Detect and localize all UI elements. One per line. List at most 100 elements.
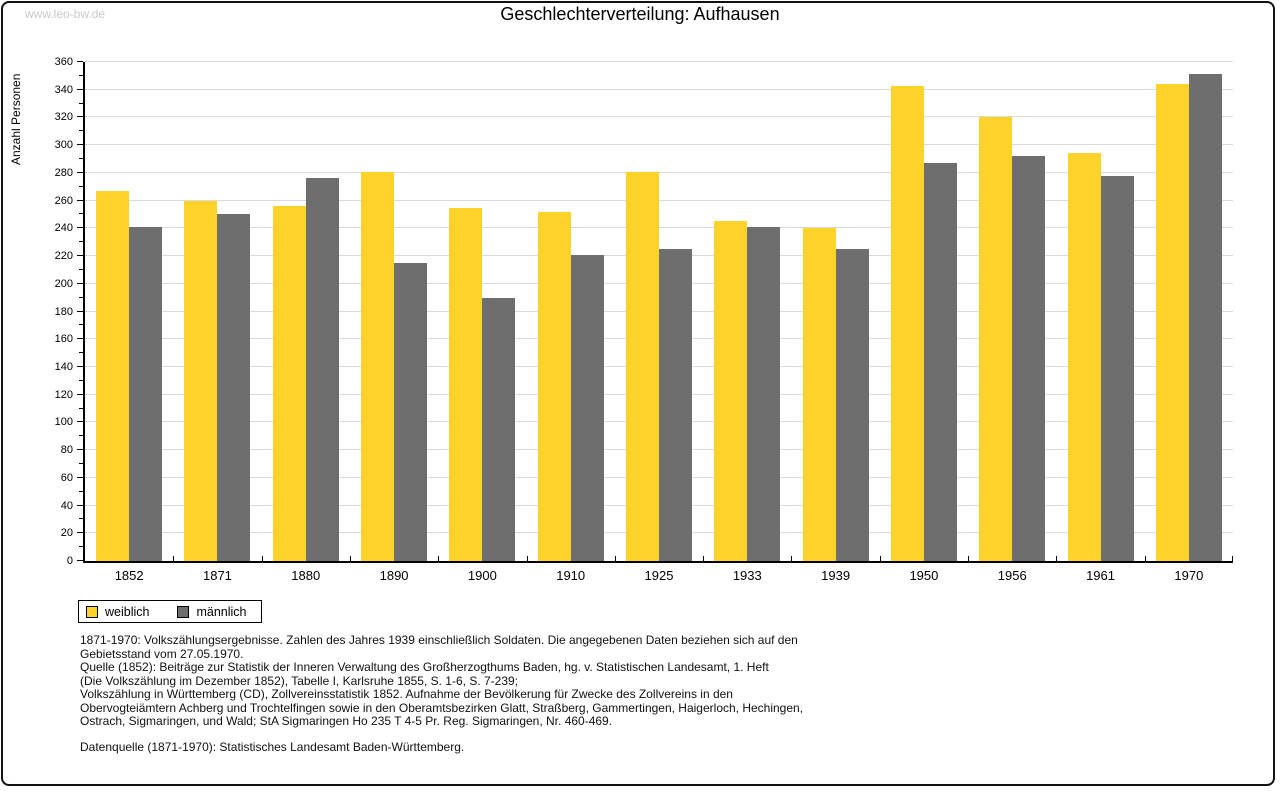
y-axis-tick-label: 360 xyxy=(54,56,73,68)
x-axis-tick xyxy=(703,556,705,561)
y-axis-tick-label: 60 xyxy=(60,471,73,484)
y-axis-tick xyxy=(77,144,83,146)
x-axis-tick xyxy=(791,556,793,561)
x-axis-label: 1933 xyxy=(732,568,762,583)
x-axis-tick xyxy=(879,556,881,561)
bar-weiblich-1970 xyxy=(1155,84,1189,561)
y-axis-tick-label: 40 xyxy=(60,499,73,512)
x-axis-tick xyxy=(349,556,351,561)
gridline xyxy=(85,61,1233,62)
y-axis-tick xyxy=(77,255,83,257)
x-axis-label: 1939 xyxy=(821,568,851,583)
x-axis-label: 1852 xyxy=(114,568,144,583)
y-axis-tick xyxy=(77,449,83,451)
x-axis-label: 1961 xyxy=(1086,568,1115,583)
y-axis-tick-label: 100 xyxy=(54,416,73,429)
bar-weiblich-1871 xyxy=(184,200,218,561)
bar-weiblich-1852 xyxy=(96,190,130,561)
y-axis-tick xyxy=(77,116,83,118)
y-axis-tick xyxy=(79,185,83,187)
y-axis-tick xyxy=(79,379,83,381)
x-axis-tick xyxy=(968,556,970,561)
x-axis-tick xyxy=(438,556,440,561)
bar-maennlich-1880 xyxy=(305,178,339,561)
chart-title: Geschlechterverteilung: Aufhausen xyxy=(500,4,780,24)
y-axis-tick-label: 140 xyxy=(54,360,73,373)
x-axis-label: 1950 xyxy=(909,568,939,583)
y-axis-tick xyxy=(77,227,83,229)
y-axis-tick-label: 120 xyxy=(54,388,73,401)
y-axis-tick xyxy=(77,199,83,201)
bar-weiblich-1933 xyxy=(714,221,748,561)
footnote-line: Quelle (1852): Beiträge zur Statistik de… xyxy=(80,660,769,674)
y-axis-tick xyxy=(77,338,83,340)
y-axis-tick-label: 240 xyxy=(54,222,73,235)
y-axis-tick xyxy=(77,504,83,506)
bar-maennlich-1900 xyxy=(482,297,516,561)
x-axis-tick xyxy=(1232,556,1233,561)
gridline xyxy=(85,144,1233,146)
bar-maennlich-1852 xyxy=(129,226,163,561)
y-axis-tick xyxy=(79,546,83,548)
legend: weiblich männlich xyxy=(78,600,262,623)
bar-maennlich-1970 xyxy=(1188,74,1222,561)
bar-weiblich-1900 xyxy=(449,207,483,561)
x-axis-label: 1910 xyxy=(556,568,586,583)
bar-weiblich-1890 xyxy=(361,171,395,561)
site-watermark: www.leo-bw.de xyxy=(25,7,106,21)
y-axis-tick xyxy=(79,352,83,354)
bar-weiblich-1961 xyxy=(1067,153,1101,561)
bar-maennlich-1933 xyxy=(747,226,781,561)
y-axis-tick xyxy=(79,490,83,492)
y-axis-tick xyxy=(79,296,83,298)
y-axis-tick-label: 340 xyxy=(54,83,73,96)
x-axis-tick xyxy=(614,556,616,561)
x-axis-tick xyxy=(173,556,175,561)
datasource-line: Datenquelle (1871-1970): Statistisches L… xyxy=(80,740,465,754)
y-axis-tick xyxy=(79,268,83,270)
y-axis-tick-label: 260 xyxy=(54,194,73,207)
y-axis-tick xyxy=(77,88,83,90)
footnote-block: 1871-1970: Volkszählungsergebnisse. Zahl… xyxy=(80,633,803,729)
y-axis-tick xyxy=(77,282,83,284)
x-axis-label: 1871 xyxy=(202,568,232,583)
y-axis-tick xyxy=(77,532,83,534)
legend-swatch-maennlich xyxy=(177,605,190,618)
y-axis-tick-label: 0 xyxy=(66,555,73,567)
y-axis-tick xyxy=(79,324,83,326)
bar-weiblich-1939 xyxy=(802,228,836,561)
footnote-line: (Die Volkszählung im Dezember 1852), Tab… xyxy=(80,673,519,688)
y-axis-tick-label: 160 xyxy=(54,333,73,346)
gridline xyxy=(85,116,1233,118)
y-axis-tick xyxy=(77,393,83,395)
bar-maennlich-1950 xyxy=(923,163,957,561)
y-axis-tick-label: 280 xyxy=(54,166,73,179)
y-axis-tick xyxy=(79,462,83,464)
gridline xyxy=(85,171,1233,173)
bar-weiblich-1910 xyxy=(537,211,571,561)
y-axis-tick xyxy=(79,74,83,76)
y-axis-tick xyxy=(79,213,83,215)
gridline xyxy=(85,199,1233,201)
y-axis-tick xyxy=(79,158,83,160)
footnote-line: Ostrach, Sigmaringen, und Wald; StA Sigm… xyxy=(80,714,613,728)
gridline xyxy=(85,88,1233,90)
x-axis-tick xyxy=(526,556,528,561)
legend-swatch-weiblich xyxy=(86,605,98,618)
bar-maennlich-1871 xyxy=(217,214,251,561)
y-axis-tick xyxy=(77,61,83,62)
x-axis-label: 1925 xyxy=(644,568,674,583)
x-axis-tick xyxy=(261,556,263,561)
legend-label-weiblich: weiblich xyxy=(105,604,150,619)
y-axis-tick-label: 220 xyxy=(54,250,73,263)
footnote-line: 1871-1970: Volkszählungsergebnisse. Zahl… xyxy=(80,633,798,647)
x-axis-tick xyxy=(1056,556,1058,561)
y-axis-tick-label: 180 xyxy=(54,305,73,318)
gridline xyxy=(85,227,1233,229)
bar-maennlich-1890 xyxy=(394,263,428,561)
bar-maennlich-1956 xyxy=(1012,156,1046,561)
y-axis-tick-label: 200 xyxy=(54,277,73,290)
bar-weiblich-1880 xyxy=(272,206,306,561)
y-axis-tick xyxy=(79,102,83,104)
